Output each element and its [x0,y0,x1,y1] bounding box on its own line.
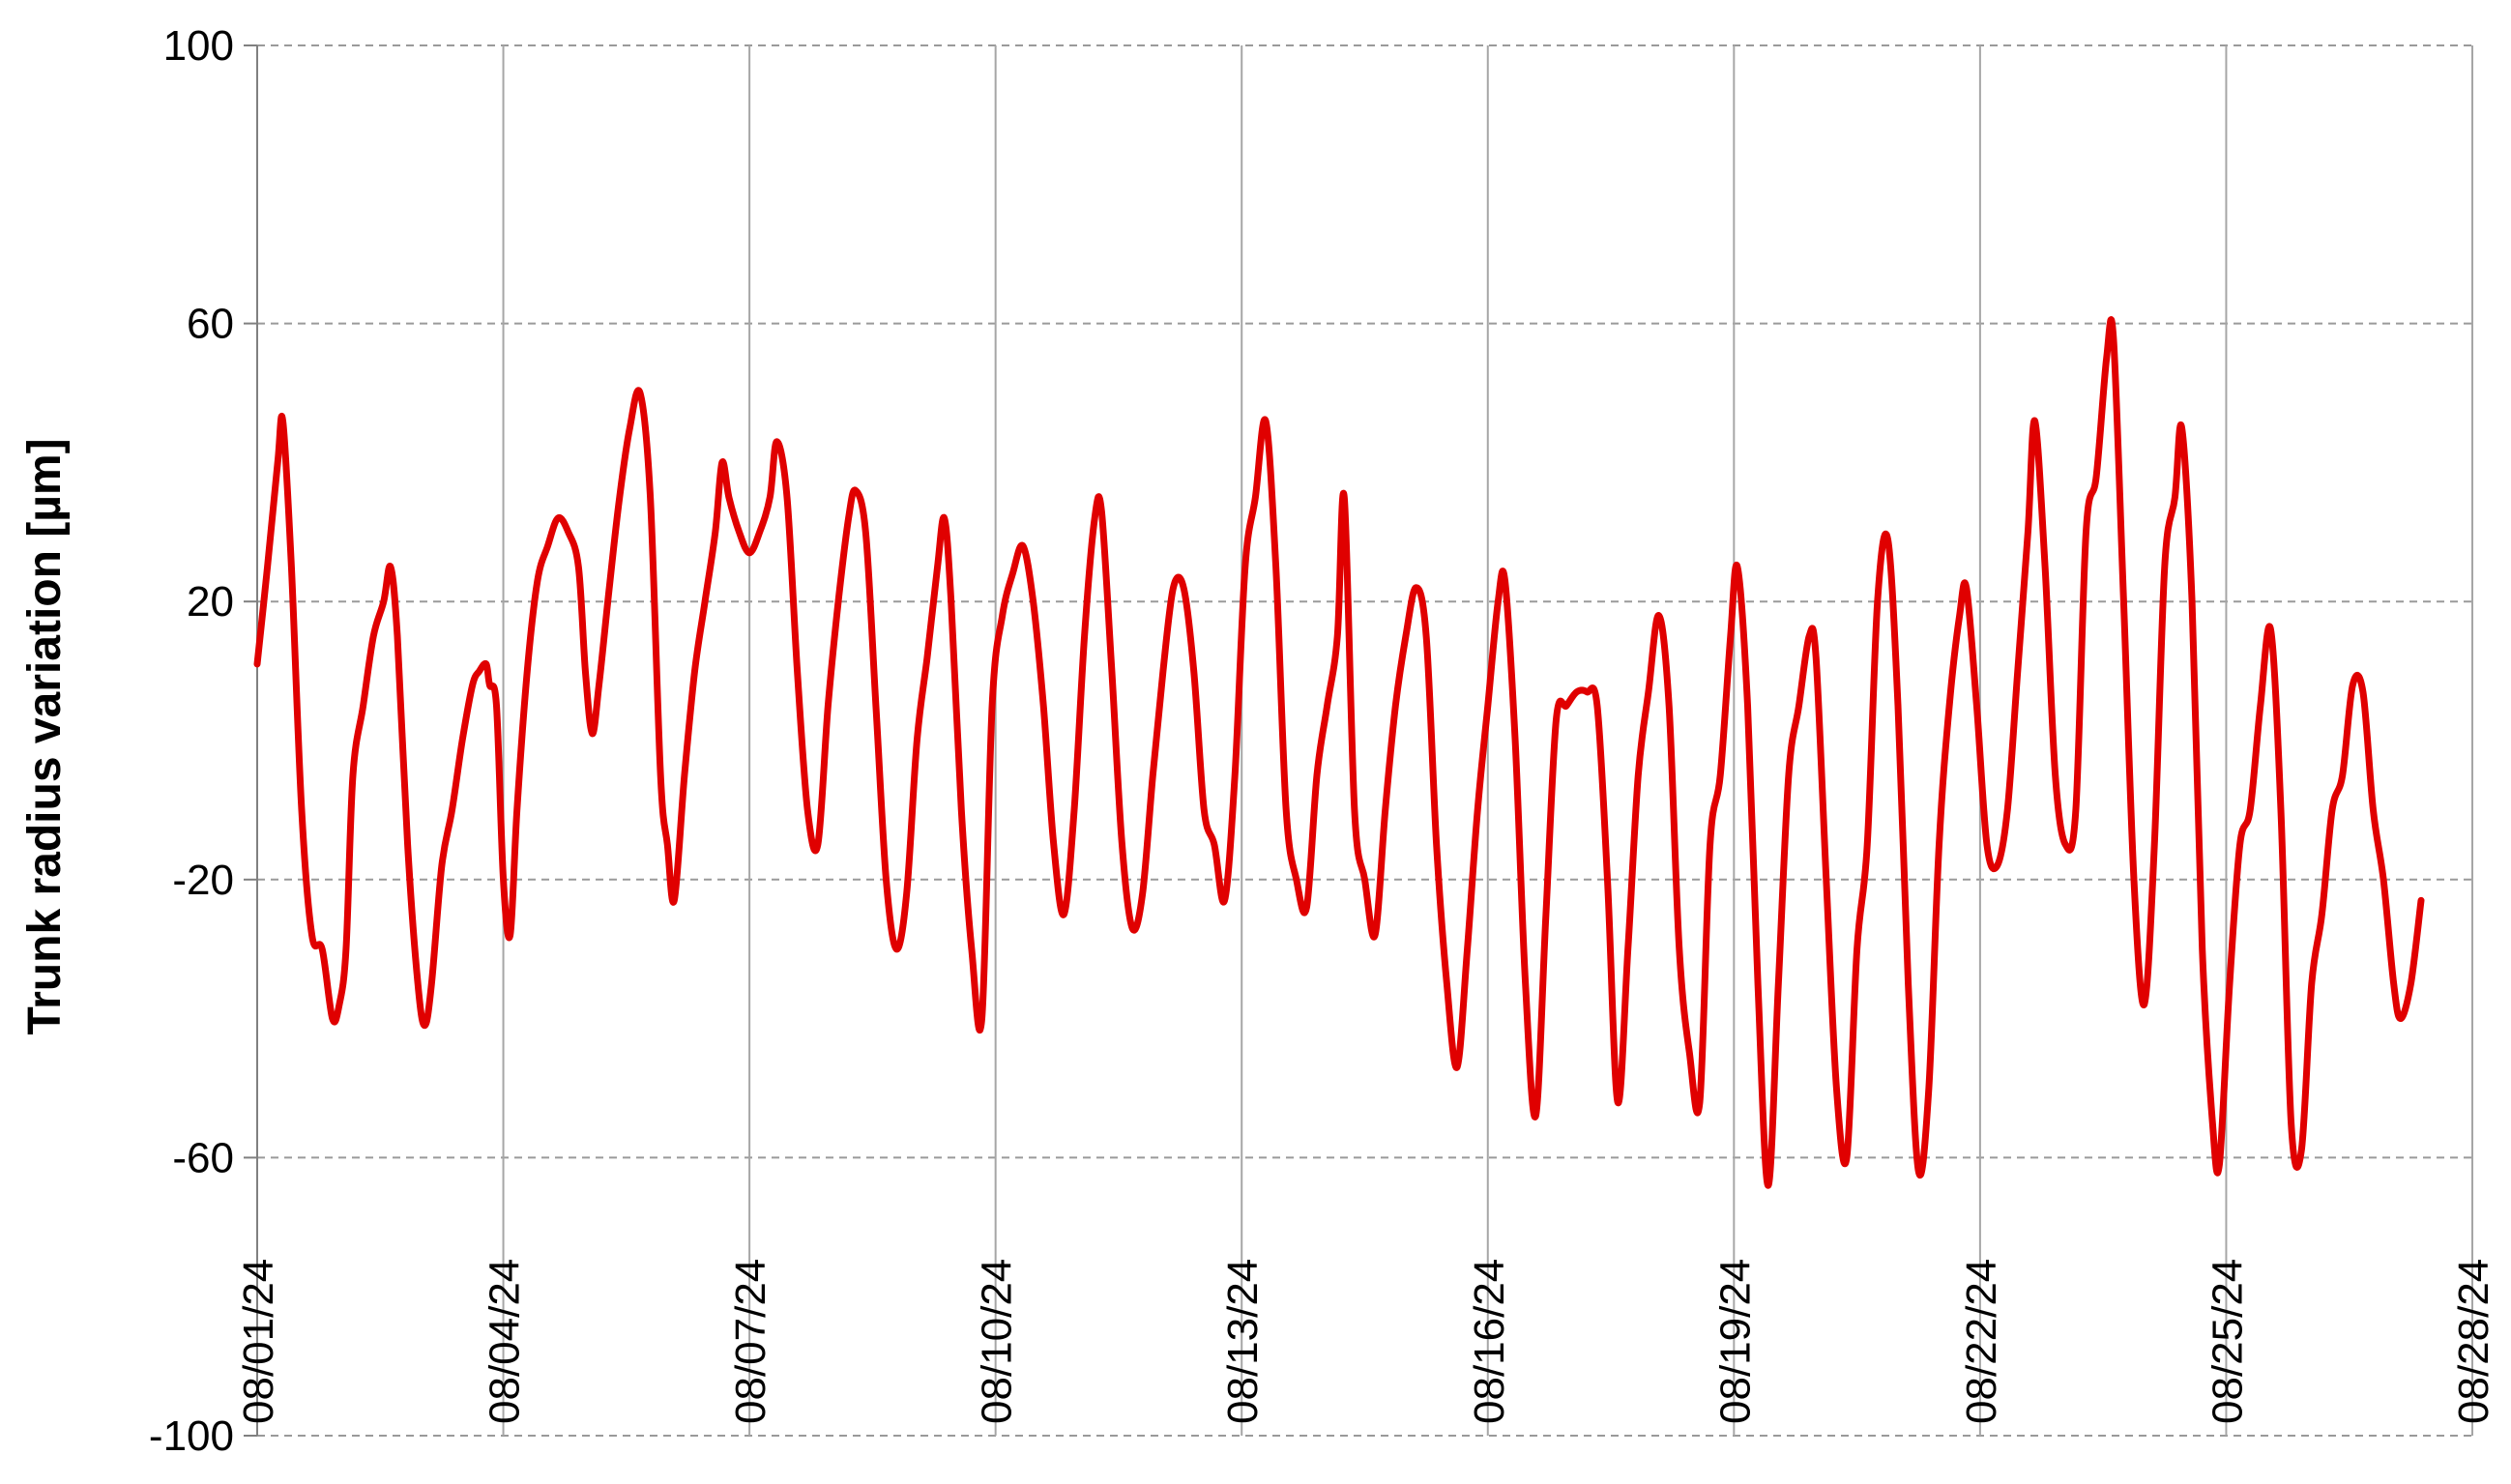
x-tick-label: 08/19/24 [1711,1259,1759,1424]
x-axis-ticks: 08/01/24 08/04/24 08/07/24 08/10/24 08/13/24… [235,1259,2497,1424]
series-line [253,316,2425,1189]
y-tick-label: 100 [163,22,234,70]
y-tick-label: -100 [149,1412,234,1460]
grid [244,44,2473,1437]
y-tick-label: -60 [172,1134,234,1181]
x-tick-label: 08/07/24 [727,1259,774,1424]
x-tick-label: 08/28/24 [2450,1259,2497,1424]
y-tick-label: 20 [187,578,234,626]
x-tick-label: 08/04/24 [482,1259,529,1424]
x-tick-label: 08/22/24 [1958,1259,2005,1424]
x-tick-label: 08/13/24 [1219,1259,1267,1424]
x-tick-label: 08/25/24 [2204,1259,2251,1424]
x-tick-label: 08/10/24 [974,1259,1021,1424]
x-tick-label: 08/16/24 [1466,1259,1513,1424]
x-tick-label: 08/01/24 [235,1259,282,1424]
y-tick-label: 60 [187,301,234,348]
y-axis-label: Trunk radius variation [µm] [19,438,71,1034]
y-axis-ticks: 100 60 20 -20 -60 -100 [149,22,234,1460]
series-layer [253,316,2425,1189]
y-tick-label: -20 [172,857,234,904]
